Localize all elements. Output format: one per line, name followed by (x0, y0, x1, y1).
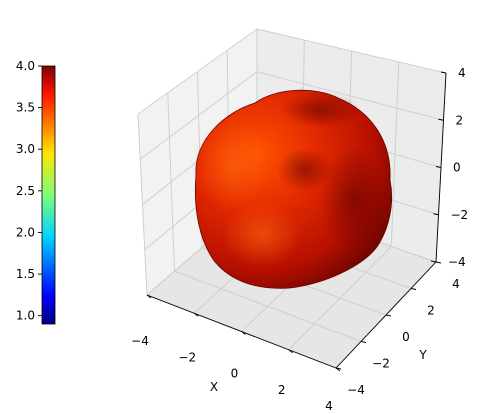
y-tick-label: −2 (372, 357, 390, 371)
x-tick-mark (288, 349, 294, 354)
x-tick-label: −4 (131, 334, 149, 348)
surface-shadow-top (280, 92, 360, 128)
grid-line-x-wall (390, 61, 400, 247)
z-tick-mark (433, 213, 439, 216)
x-tick-label: 0 (231, 367, 239, 381)
colorbar-tick-label: 4.0 (16, 59, 35, 73)
z-tick-label: 4 (458, 66, 466, 80)
y-tick-mark (335, 367, 342, 370)
x-tick-mark (193, 312, 199, 317)
grid-line-x (288, 246, 392, 351)
y-axis-label: Y (418, 348, 427, 362)
z-tick-label: −2 (451, 208, 469, 222)
z-tick-label: 0 (453, 161, 461, 175)
x-tick-label: 2 (278, 383, 286, 397)
y-tick-mark (435, 261, 442, 264)
y-tick-label: 0 (402, 330, 410, 344)
colorbar-tick-label: 2.0 (16, 225, 35, 239)
z-tick-label: 2 (456, 113, 464, 127)
colorbar-gradient (41, 65, 56, 325)
z-tick-mark (438, 118, 444, 121)
x-tick-mark (241, 331, 246, 335)
z-axis-ticks: −4 −2 0 2 4 (430, 66, 469, 269)
surface-dimple-center (277, 148, 333, 192)
surface-lobe-left (192, 120, 272, 210)
z-tick-mark (435, 166, 442, 168)
x-tick-label: 4 (325, 399, 333, 413)
x-axis-label: X (210, 380, 218, 394)
y-tick-mark (385, 314, 392, 317)
y-axis-ticks: −4 −2 0 2 4 (335, 261, 460, 397)
grid-line-z (137, 28, 447, 115)
y-tick-label: 2 (427, 304, 435, 318)
y-tick-mark (410, 288, 417, 290)
y-tick-label: 4 (452, 277, 460, 291)
y-tick-mark (360, 341, 367, 343)
z-tick-label: −4 (448, 255, 466, 269)
x-tick-label: −2 (178, 350, 196, 364)
x-axis-ticks: −4 −2 0 2 4 (131, 294, 341, 413)
z-tick-mark (440, 71, 447, 74)
surface-shadow-right (320, 145, 390, 255)
colorbar-tick-label: 3.5 (16, 101, 35, 115)
colorbar-tick-label: 3.0 (16, 142, 35, 156)
surface-plot (192, 89, 393, 289)
z-tick-mark (430, 260, 437, 263)
surface-lobe-bottom (222, 203, 302, 267)
colorbar-tick-label: 1.5 (16, 267, 35, 281)
x-tick-mark (146, 294, 152, 299)
y-tick-label: −4 (347, 383, 365, 397)
colorbar-tick-label: 1.0 (16, 309, 35, 323)
colorbar-tick-label: 2.5 (16, 184, 35, 198)
colorbar: 1.0 1.5 2.0 2.5 3.0 3.5 4.0 (16, 59, 56, 325)
colorbar-ticks: 1.0 1.5 2.0 2.5 3.0 3.5 4.0 (16, 59, 42, 323)
